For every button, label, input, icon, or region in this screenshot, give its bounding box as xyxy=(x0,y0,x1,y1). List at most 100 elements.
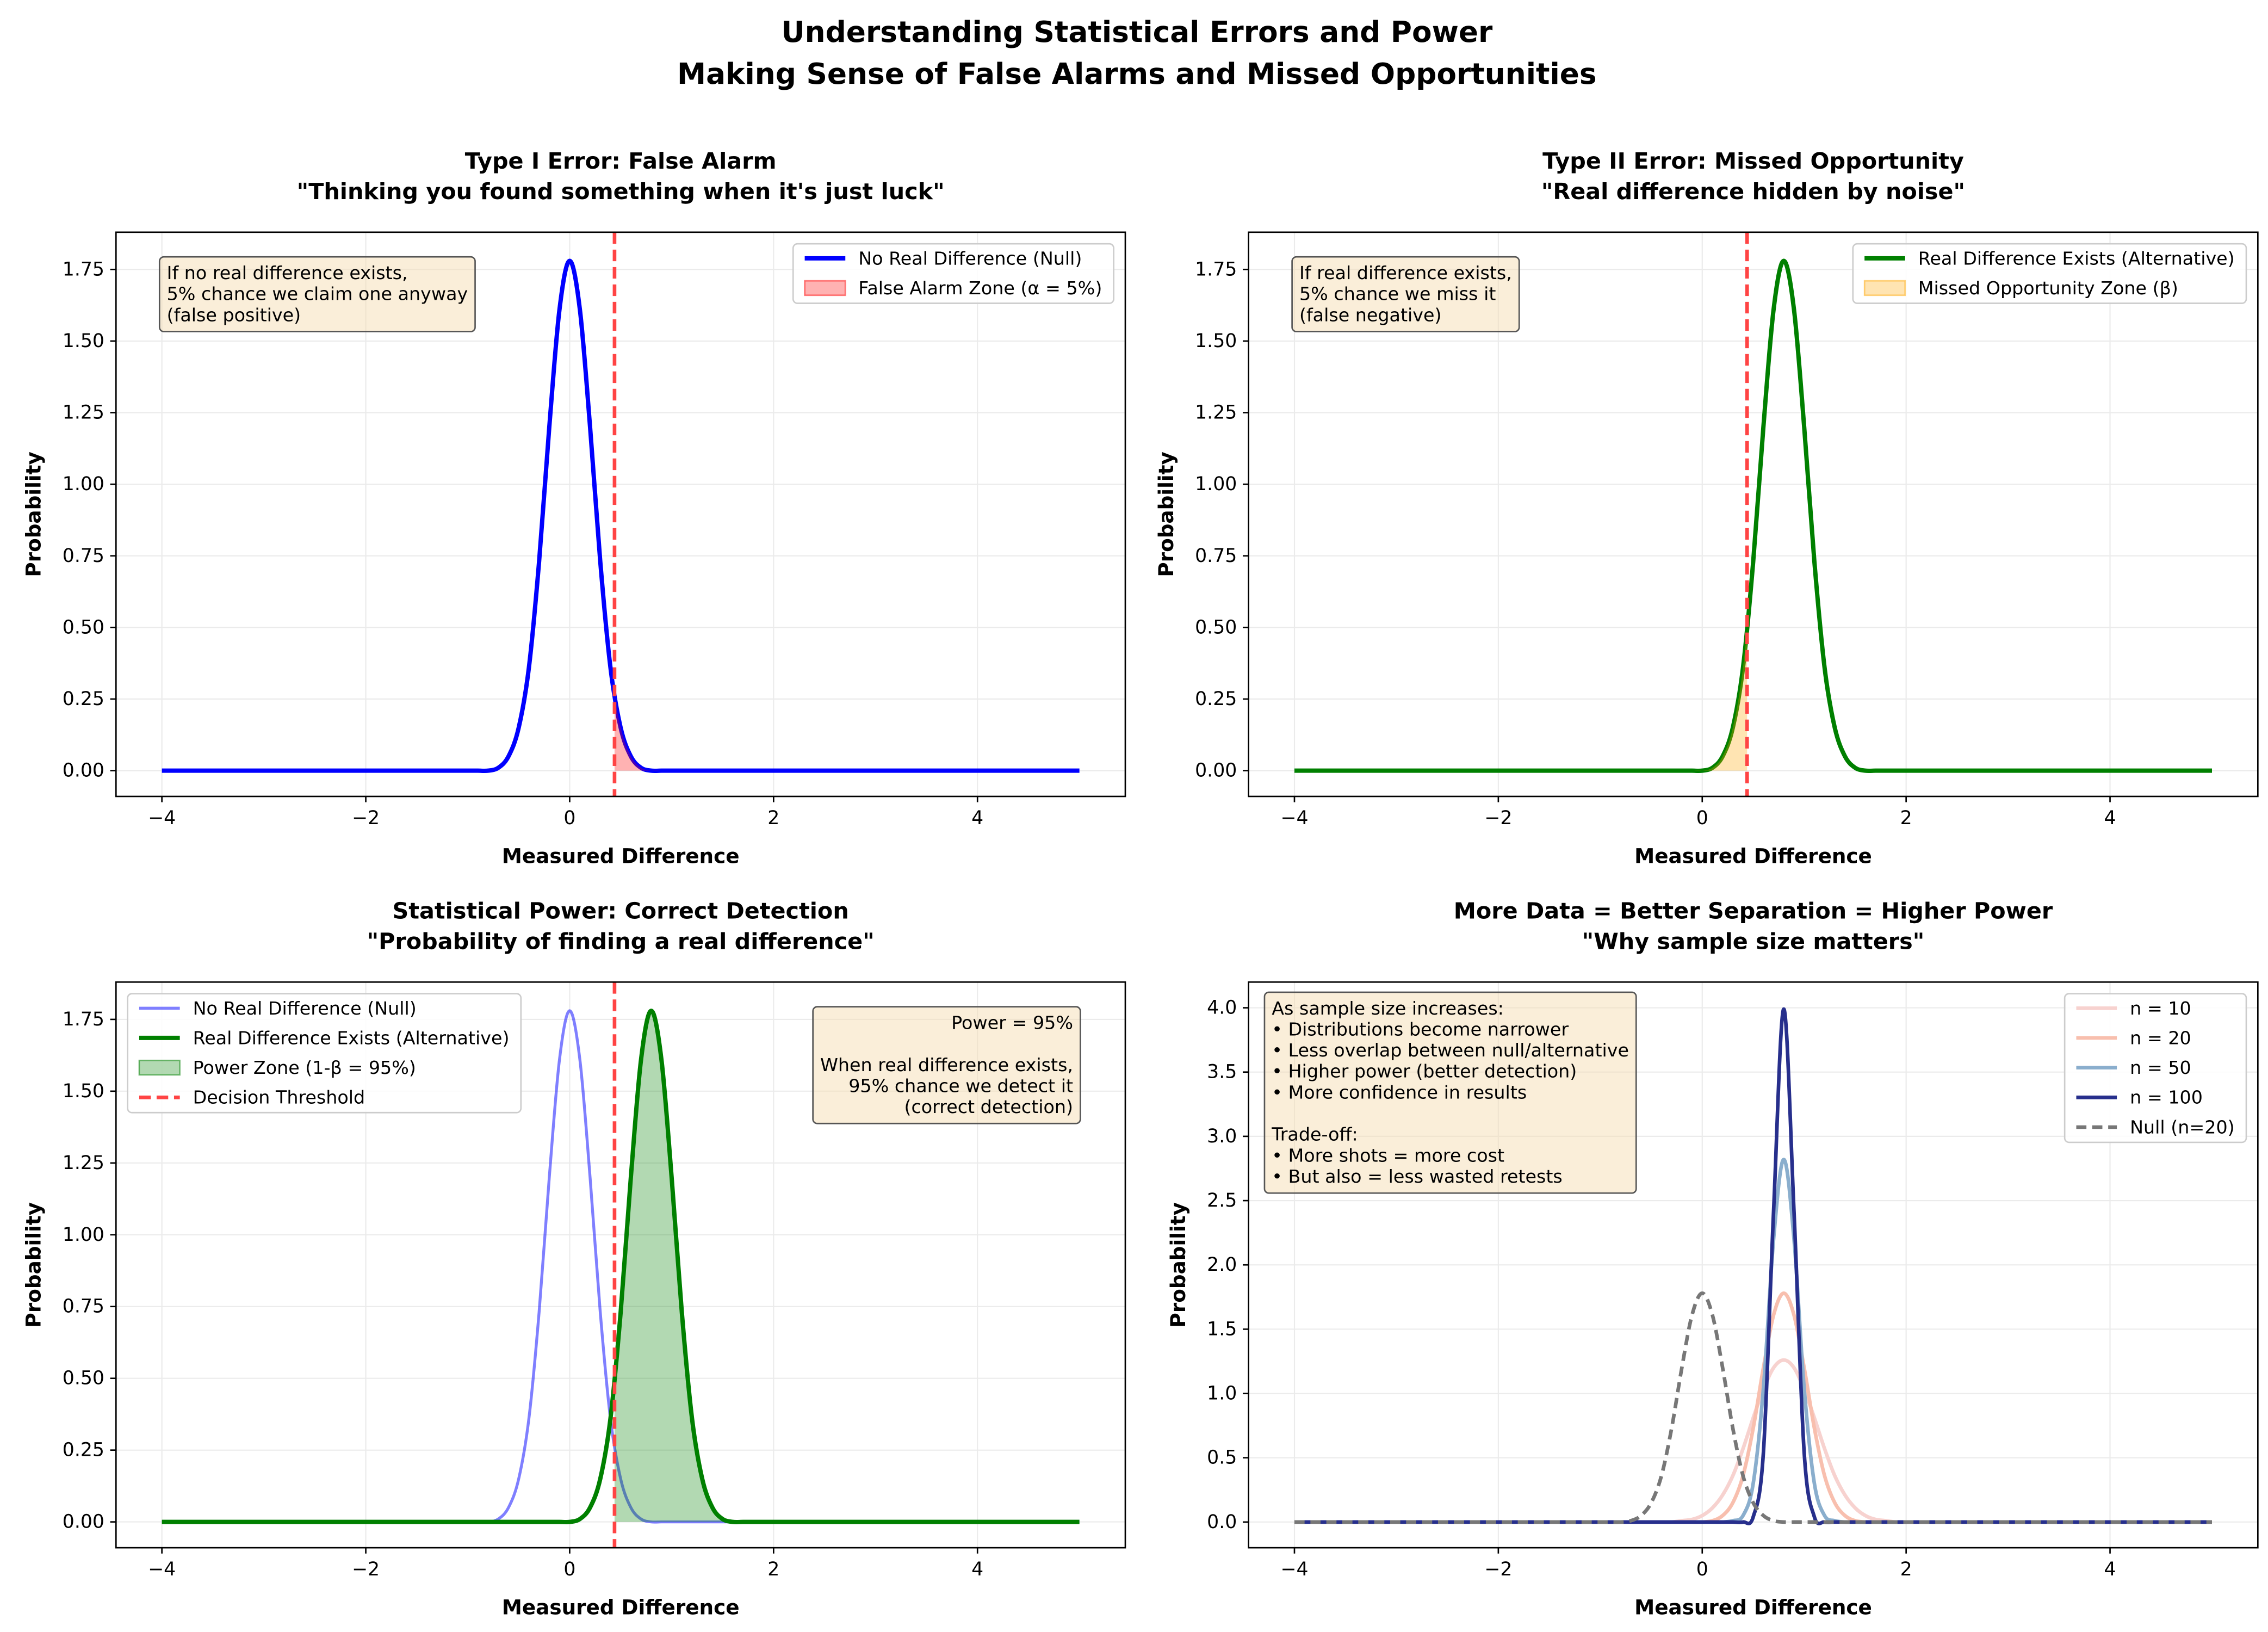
legend-label: Real Difference Exists (Alternative) xyxy=(1918,248,2235,269)
axes-frame xyxy=(1248,981,2259,1549)
figure-subtitle: Making Sense of False Alarms and Missed … xyxy=(677,57,1597,91)
annotation-text: • But also = less wasted retests xyxy=(1272,1166,1563,1187)
plot-area xyxy=(1294,1007,2212,1525)
legend: No Real Difference (Null) False Alarm Zon… xyxy=(792,243,1115,304)
legend-label: Missed Opportunity Zone (β) xyxy=(1918,277,2178,299)
annotation-text: If real difference exists, xyxy=(1299,262,1512,283)
x-tick-label: 0 xyxy=(563,1559,575,1580)
area xyxy=(1294,629,1748,771)
y-tick-label: 0.50 xyxy=(63,1368,104,1389)
axes-frame xyxy=(115,231,1126,798)
x-tick-label: 0 xyxy=(563,807,575,829)
legend: No Real Difference (Null) Real Difference… xyxy=(127,993,522,1114)
y-tick-label: 0.25 xyxy=(1195,688,1237,710)
y-tick-label: 1.50 xyxy=(63,330,104,352)
annotation-box xyxy=(158,256,476,332)
legend: Real Difference Exists (Alternative) Miss… xyxy=(1852,243,2247,304)
legend-label: Decision Threshold xyxy=(193,1087,365,1108)
panel-subtitle: "Thinking you found something when it's … xyxy=(297,178,945,205)
y-axis-label: Probability xyxy=(1166,1202,1190,1328)
annotation-text: When real difference exists, xyxy=(820,1054,1073,1075)
annotation-text: • Distributions become narrower xyxy=(1272,1018,1569,1040)
legend-handle xyxy=(1863,280,1906,296)
x-tick-label: 4 xyxy=(2104,1559,2116,1580)
line xyxy=(1294,1291,2212,1524)
annotation-text: 95% chance we detect it xyxy=(848,1075,1073,1096)
panel-subtitle: "Probability of finding a real differenc… xyxy=(367,929,875,955)
x-tick-label: −2 xyxy=(1484,1559,1512,1580)
x-tick-label: 4 xyxy=(971,807,983,829)
x-axis-label: Measured Difference xyxy=(1634,1595,1872,1619)
annotation-text: • Less overlap between null/alternative xyxy=(1272,1040,1629,1061)
area xyxy=(614,1011,1080,1522)
plot-area xyxy=(1294,232,2212,797)
line xyxy=(1294,1358,2212,1524)
y-tick-label: 1.25 xyxy=(1195,402,1237,424)
plot-area xyxy=(162,982,1080,1548)
panel-subtitle: "Why sample size matters" xyxy=(1582,929,1925,955)
x-tick-label: 0 xyxy=(1696,1559,1708,1580)
y-tick-label: 0.75 xyxy=(63,1296,104,1318)
y-tick-label: 2.5 xyxy=(1207,1190,1237,1211)
y-tick-label: 0.25 xyxy=(63,1439,104,1461)
legend-label: False Alarm Zone (α = 5%) xyxy=(858,277,1102,299)
y-tick-label: 1.75 xyxy=(1195,258,1237,280)
y-tick-label: 1.25 xyxy=(63,1152,104,1174)
panel-title: Type I Error: False Alarm xyxy=(465,148,777,174)
y-tick-label: 1.75 xyxy=(63,1009,104,1030)
x-tick-label: 0 xyxy=(1696,807,1708,829)
y-tick-label: 1.5 xyxy=(1207,1318,1237,1340)
line xyxy=(1294,258,2212,774)
area xyxy=(614,696,1080,771)
y-tick-label: 0.00 xyxy=(63,760,104,782)
y-tick-label: 1.00 xyxy=(63,473,104,495)
x-tick-label: −2 xyxy=(352,1559,380,1580)
annotation-text: (correct detection) xyxy=(904,1096,1073,1117)
y-tick-label: 1.00 xyxy=(1195,473,1237,495)
legend-label: Null (n=20) xyxy=(2130,1116,2235,1138)
line xyxy=(162,1009,1080,1524)
y-tick-label: 0.00 xyxy=(1195,760,1237,782)
axes-frame xyxy=(1248,231,2259,798)
annotation-text: Power = 95% xyxy=(951,1012,1073,1033)
legend: n = 10 n = 20 n = 50 n = 100 Null (n=20) xyxy=(2063,993,2247,1143)
y-tick-label: 0.5 xyxy=(1207,1447,1237,1469)
y-tick-label: 0.50 xyxy=(63,616,104,638)
y-axis-label: Probability xyxy=(21,452,45,577)
legend-box xyxy=(792,243,1115,304)
y-tick-label: 0.50 xyxy=(1195,616,1237,638)
x-tick-label: 2 xyxy=(1900,807,1912,829)
x-tick-label: −2 xyxy=(352,807,380,829)
y-tick-label: 1.50 xyxy=(1195,330,1237,352)
annotation-text: (false positive) xyxy=(167,304,301,325)
y-tick-label: 3.0 xyxy=(1207,1126,1237,1147)
x-tick-label: 4 xyxy=(2104,807,2116,829)
legend-label: n = 20 xyxy=(2130,1027,2191,1048)
y-tick-label: 0.0 xyxy=(1207,1511,1237,1533)
x-tick-label: −4 xyxy=(1280,1559,1308,1580)
y-tick-label: 1.50 xyxy=(63,1080,104,1102)
annotation-text: As sample size increases: xyxy=(1272,998,1504,1019)
annotation-text: Trade-off: xyxy=(1271,1124,1358,1145)
legend-handle xyxy=(138,1059,181,1076)
x-tick-label: −4 xyxy=(1280,807,1308,829)
annotation-box xyxy=(1291,256,1520,332)
legend-box xyxy=(127,993,522,1114)
y-tick-label: 2.0 xyxy=(1207,1254,1237,1276)
x-tick-label: 2 xyxy=(767,807,779,829)
annotation-box xyxy=(1263,991,1637,1194)
legend-label: n = 100 xyxy=(2130,1087,2203,1108)
y-axis-label: Probability xyxy=(21,1202,45,1328)
annotation-text: • More confidence in results xyxy=(1272,1081,1527,1103)
y-tick-label: 1.25 xyxy=(63,402,104,424)
annotation-text: • More shots = more cost xyxy=(1272,1145,1504,1166)
x-tick-label: 2 xyxy=(767,1559,779,1580)
legend-label: Power Zone (1-β = 95%) xyxy=(193,1057,416,1078)
legend-box xyxy=(2063,993,2247,1143)
legend-label: No Real Difference (Null) xyxy=(193,998,417,1019)
axes-frame xyxy=(115,981,1126,1549)
legend-box xyxy=(1852,243,2247,304)
x-tick-label: −4 xyxy=(148,807,176,829)
annotation-box xyxy=(812,1006,1081,1124)
